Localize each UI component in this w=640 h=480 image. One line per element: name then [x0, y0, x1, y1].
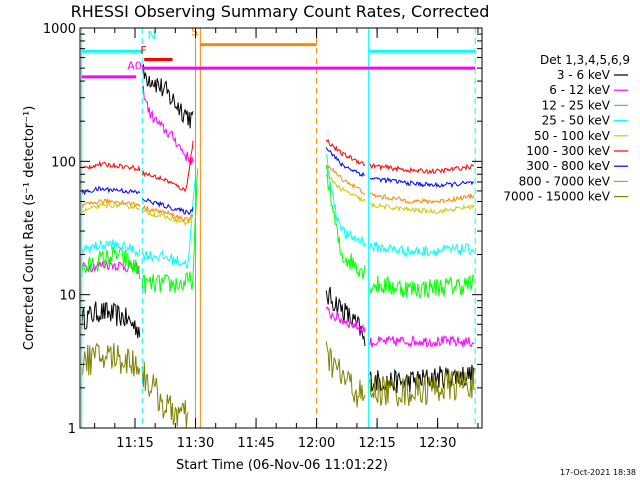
- legend-label-7: 800 - 7000 keV: [519, 174, 611, 188]
- x-tick-label-3: 12:00: [298, 436, 335, 451]
- series-line-8-0: [81, 342, 141, 377]
- x-tick-label-4: 12:15: [358, 436, 395, 451]
- flag-label-0: N: [148, 29, 156, 42]
- series-line-2-2: [325, 165, 366, 280]
- timestamp: 17-Oct-2021 18:38: [560, 468, 636, 477]
- x-tick-label-5: 12:30: [419, 436, 456, 451]
- series-line-1-1: [141, 84, 194, 165]
- y-tick-label-0: 1: [68, 422, 76, 437]
- y-axis-label: Corrected Count Rate (s⁻¹ detector⁻¹): [22, 106, 37, 351]
- legend-title: Det 1,3,4,5,6,9: [540, 53, 630, 67]
- legend-label-8: 7000 - 15000 keV: [503, 190, 610, 204]
- series-line-6-3: [369, 176, 474, 189]
- series-line-1-3: [369, 334, 475, 348]
- series-line-6-0: [81, 186, 141, 196]
- series-line-1-2: [325, 306, 366, 334]
- series-line-0-2: [325, 286, 366, 346]
- series-line-3-1: [142, 177, 196, 269]
- flag-label-3: A0: [127, 59, 142, 72]
- y-ticks: 1 10 100 1000: [43, 22, 482, 437]
- series-6: [81, 147, 474, 216]
- plot-frame: [79, 27, 483, 429]
- series-line-3-3: [369, 241, 475, 258]
- legend-label-6: 300 - 800 keV: [526, 159, 610, 173]
- series-line-4-1: [141, 209, 194, 226]
- series-line-0-1: [141, 64, 194, 129]
- y-tick-label-2: 100: [51, 155, 76, 170]
- series-line-7-0: [81, 197, 141, 209]
- series-line-2-0: [81, 246, 141, 280]
- series-line-2-1: [141, 168, 199, 295]
- x-tick-label-1: 11:30: [177, 436, 214, 451]
- chart-title: RHESSI Observing Summary Count Rates, Co…: [71, 2, 490, 21]
- legend-label-4: 50 - 100 keV: [534, 129, 611, 143]
- series-line-6-2: [325, 147, 366, 178]
- series-line-5-2: [325, 139, 366, 167]
- legend-label-2: 12 - 25 keV: [542, 98, 611, 112]
- series-5: [81, 139, 475, 193]
- series-8: [81, 341, 475, 428]
- series-line-6-1: [141, 197, 194, 216]
- y-tick-label-3: 1000: [43, 22, 76, 37]
- series-line-8-2: [325, 341, 366, 408]
- series-line-4-2: [325, 172, 366, 203]
- x-tick-label-0: 11:15: [116, 436, 153, 451]
- series-7: [81, 164, 475, 224]
- flag-label-2: F: [140, 44, 146, 57]
- series-line-7-2: [325, 164, 366, 195]
- series-line-4-3: [369, 202, 475, 215]
- x-axis-label: Start Time (06-Nov-06 11:01:22): [176, 458, 388, 473]
- series-line-0-0: [81, 301, 141, 339]
- flag-label-1: S: [191, 25, 198, 38]
- series-line-7-3: [369, 192, 475, 206]
- series-3: [81, 154, 475, 269]
- legend-label-5: 100 - 300 keV: [526, 144, 610, 158]
- series-line-8-1: [141, 361, 189, 428]
- legend-label-3: 25 - 50 keV: [542, 114, 611, 128]
- x-tick-label-2: 11:45: [237, 436, 274, 451]
- series-layer: [81, 64, 475, 428]
- annotation-layer: N S F A0: [81, 25, 476, 428]
- series-line-5-3: [369, 163, 475, 175]
- series-line-4-0: [81, 202, 141, 214]
- series-line-8-3: [369, 366, 475, 407]
- series-line-2-3: [369, 273, 475, 300]
- legend-label-0: 3 - 6 keV: [557, 68, 611, 82]
- series-line-7-1: [142, 204, 194, 224]
- x-ticks: 11:15 11:30 11:45 12:00 12:15 12:30: [94, 28, 479, 451]
- y-tick-label-1: 10: [59, 289, 76, 304]
- series-2: [81, 165, 475, 300]
- series-line-5-1: [141, 140, 194, 193]
- series-4: [81, 172, 475, 226]
- series-line-3-0: [81, 238, 141, 258]
- legend-label-1: 6 - 12 keV: [549, 83, 611, 97]
- series-1: [81, 84, 475, 348]
- series-line-3-2: [325, 154, 366, 249]
- series-line-5-0: [81, 160, 141, 172]
